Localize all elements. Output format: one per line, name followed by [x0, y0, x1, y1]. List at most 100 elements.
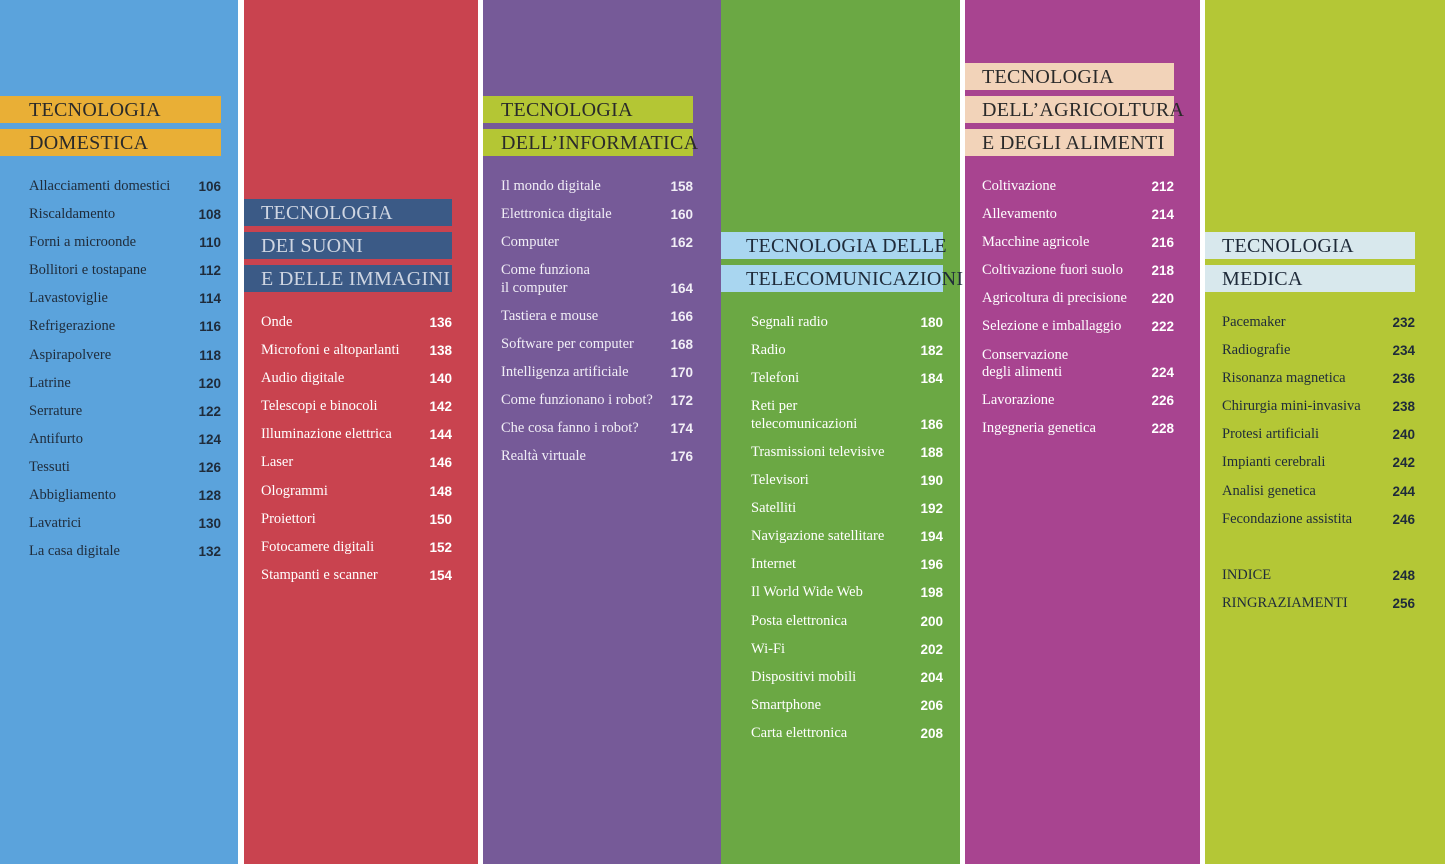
toc-entry: Illuminazione elettrica 144 — [261, 426, 452, 444]
page-number: 256 — [1392, 596, 1415, 612]
toc-entry: Come funziona il computer 164 — [501, 262, 693, 297]
entry-title: Abbigliamento — [29, 487, 116, 504]
page-number: 144 — [429, 427, 452, 443]
page-number: 116 — [199, 319, 221, 335]
entry-title: Ingegneria genetica — [982, 420, 1096, 437]
toc-entry: Intelligenza artificiale 170 — [501, 364, 693, 382]
page-number: 198 — [920, 585, 943, 601]
toc-entry: Microfoni e altoparlanti 138 — [261, 342, 452, 360]
page-number: 194 — [920, 529, 943, 545]
entry-title: Reti per telecomunicazioni — [751, 398, 858, 432]
toc-entry: Navigazione satellitare 194 — [751, 528, 943, 546]
page-number: 138 — [429, 343, 452, 359]
toc-entry: Serrature 122 — [29, 403, 221, 421]
toc-entry: Riscaldamento 108 — [29, 206, 221, 224]
entry-title: Proiettori — [261, 510, 316, 527]
toc-entry: Radiografie 234 — [1222, 342, 1415, 360]
toc-entry: Televisori 190 — [751, 472, 943, 490]
section-heading: E DELLE IMMAGINI — [244, 265, 452, 292]
entry-title: Coltivazione — [982, 178, 1057, 194]
entry-title: Il mondo digitale — [501, 178, 601, 194]
toc-entry: Il mondo digitale 158 — [501, 178, 693, 196]
toc-list: Pacemaker 232 Radiografie 234 Risonanza magn… — [1222, 314, 1415, 539]
toc-entry: Analisi genetica 244 — [1222, 483, 1415, 501]
entry-title: Segnali radio — [751, 314, 828, 330]
page-number: 120 — [198, 375, 221, 391]
toc-entry: Risonanza magnetica 236 — [1222, 370, 1415, 388]
entry-title: Bollitori e tostapane — [29, 262, 147, 279]
entry-title: Ologrammi — [261, 482, 328, 499]
section-heading: E DEGLI ALIMENTI — [965, 129, 1174, 156]
entry-title: Fecondazione assistita — [1222, 510, 1353, 527]
section-heading: DELL’AGRICOLTURA — [965, 96, 1184, 123]
toc-entry: Aspirapolvere 118 — [29, 347, 221, 365]
entry-title: Televisori — [751, 472, 809, 489]
page-number: 170 — [670, 365, 693, 381]
toc-entry: Coltivazione 212 — [982, 178, 1174, 196]
toc-entry: Conservazione degli alimenti 224 — [982, 347, 1174, 382]
page-number: 124 — [198, 431, 221, 447]
entry-title: Protesi artificiali — [1222, 426, 1320, 443]
toc-entry: Satelliti 192 — [751, 500, 943, 518]
toc-entry: Chirurgia mini-invasiva 238 — [1222, 398, 1415, 416]
page-number: 174 — [670, 421, 693, 437]
entry-title: Risonanza magnetica — [1222, 370, 1346, 387]
entry-title: Audio digitale — [261, 370, 345, 387]
entry-title: Conservazione degli alimenti — [982, 346, 1069, 381]
toc-entry: Antifurto 124 — [29, 431, 221, 449]
back-matter-list: INDICE 248 RINGRAZIAMENTI 256 — [1222, 567, 1415, 623]
toc-entry: Selezione e imballaggio 222 — [982, 318, 1174, 336]
section-heading: TECNOLOGIA — [1205, 232, 1415, 259]
toc-entry: Carta elettronica 208 — [751, 725, 943, 743]
page-number: 158 — [670, 179, 693, 194]
toc-entry: Telefoni 184 — [751, 370, 943, 388]
page-number: 216 — [1151, 235, 1174, 251]
entry-title: Selezione e imballaggio — [982, 318, 1122, 335]
page-number: 190 — [920, 473, 943, 489]
entry-title: Laser — [261, 454, 294, 471]
entry-title: Internet — [751, 556, 797, 573]
entry-title: Agricoltura di precisione — [982, 290, 1127, 307]
page-number: 148 — [429, 483, 452, 499]
section-heading: TECNOLOGIA — [244, 199, 452, 226]
page-number: 236 — [1392, 371, 1415, 387]
toc-entry: Macchine agricole 216 — [982, 234, 1174, 252]
page-number: 108 — [198, 207, 221, 223]
entry-title: Microfoni e altoparlanti — [261, 342, 400, 359]
toc-entry: Protesi artificiali 240 — [1222, 426, 1415, 444]
toc-entry: Refrigerazione 116 — [29, 318, 221, 336]
toc-entry: Telescopi e binocoli 142 — [261, 398, 452, 416]
entry-title: Elettronica digitale — [501, 206, 612, 223]
toc-entry: Computer 162 — [501, 234, 693, 252]
page-number: 142 — [429, 399, 452, 415]
entry-title: Telescopi e binocoli — [261, 398, 378, 415]
entry-title: Wi-Fi — [751, 640, 786, 657]
entry-title: Trasmissioni televisive — [751, 443, 885, 460]
page-number: 232 — [1392, 315, 1415, 330]
entry-title: Intelligenza artificiale — [501, 364, 629, 381]
section-heading: TELECOMUNICAZIONI — [721, 265, 963, 292]
page-number: 202 — [920, 641, 943, 657]
column-background — [244, 0, 478, 864]
toc-entry: Reti per telecomunicazioni 186 — [751, 398, 943, 433]
toc-entry: Realtà virtuale 176 — [501, 448, 693, 466]
entry-title: Satelliti — [751, 500, 797, 517]
entry-title: Navigazione satellitare — [751, 528, 885, 545]
entry-title: Chirurgia mini-invasiva — [1222, 398, 1361, 415]
page-number: 146 — [429, 455, 452, 471]
page-number: 136 — [429, 315, 452, 330]
page-number: 218 — [1151, 263, 1174, 279]
page-number: 110 — [199, 235, 221, 251]
page-number: 224 — [1151, 365, 1174, 381]
page-number: 140 — [429, 371, 452, 387]
page-number: 166 — [670, 308, 693, 324]
entry-title: Tastiera e mouse — [501, 307, 599, 324]
entry-title: Serrature — [29, 402, 83, 419]
page-number: 200 — [920, 613, 943, 629]
page-number: 226 — [1151, 393, 1174, 409]
toc-entry: Radio 182 — [751, 342, 943, 360]
toc-entry: RINGRAZIAMENTI 256 — [1222, 595, 1415, 613]
page-number: 234 — [1392, 343, 1415, 359]
entry-title: Fotocamere digitali — [261, 538, 375, 555]
toc-entry: Forni a microonde 110 — [29, 234, 221, 252]
